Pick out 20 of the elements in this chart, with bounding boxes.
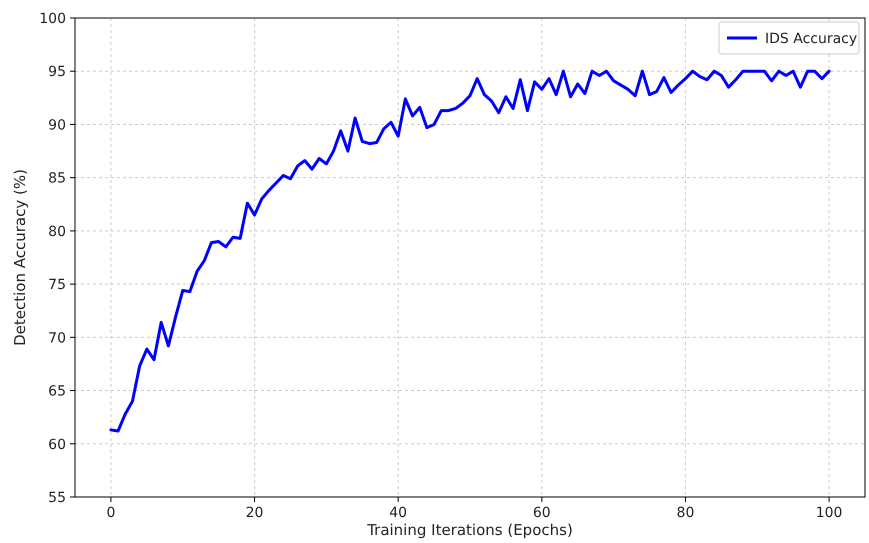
x-tick-label: 80 (676, 505, 694, 521)
y-tick-label: 90 (48, 117, 66, 134)
x-tick-label: 100 (816, 505, 842, 521)
x-tick-label: 0 (106, 505, 116, 521)
y-tick-label: 55 (48, 490, 66, 506)
x-axis-title: Training Iterations (Epochs) (366, 521, 573, 539)
y-tick-label: 60 (48, 436, 66, 453)
legend-label: IDS Accuracy (765, 31, 858, 47)
y-tick-label: 75 (48, 277, 66, 294)
y-tick-label: 100 (39, 11, 66, 27)
y-tick-label: 65 (48, 384, 66, 400)
y-tick-label: 70 (48, 330, 66, 346)
x-tick-label: 60 (532, 505, 551, 521)
x-tick-label: 40 (389, 505, 408, 521)
y-tick-label: 95 (48, 64, 66, 80)
line-series (109, 70, 831, 433)
y-tick-label: 85 (48, 170, 66, 187)
x-tick-label: 20 (246, 505, 264, 521)
y-tick-label: 80 (48, 224, 66, 240)
y-axis-title: Detection Accuracy (%) (11, 169, 29, 346)
